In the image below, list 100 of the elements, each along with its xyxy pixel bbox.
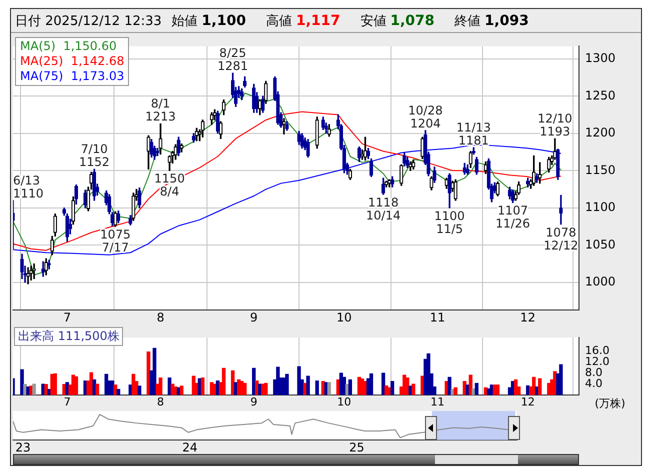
candlestick: [406, 156, 410, 168]
candlestick: [200, 120, 204, 138]
bar: [412, 384, 416, 395]
candlestick: [192, 133, 196, 143]
candlestick: [321, 116, 325, 130]
candlestick: [71, 196, 76, 225]
text: 安値: [360, 12, 386, 30]
x-tick-label: 9: [250, 310, 258, 324]
y-tick-label: 16.0: [585, 344, 610, 358]
x-tick-label: 10: [336, 310, 352, 324]
annotation: 8/1 1213: [145, 96, 176, 124]
candlestick: [547, 156, 551, 172]
annotation: 7/10 1152: [79, 142, 110, 170]
candlestick: [47, 260, 51, 270]
text: 始値: [172, 12, 198, 30]
candlestick: [92, 168, 96, 201]
candlestick: [430, 176, 434, 190]
candlestick: [315, 116, 319, 149]
text: MA(5) 1,150.60: [20, 39, 118, 54]
bar: [200, 377, 204, 395]
candlestick: [132, 192, 136, 221]
bar: [285, 374, 289, 395]
bar: [222, 368, 226, 395]
candlestick: [32, 263, 36, 280]
bar: [468, 374, 472, 395]
text: MA(25) 1,142.68: [20, 54, 124, 69]
annotation: 1118 10/14: [366, 195, 401, 222]
candlestick: [408, 161, 412, 171]
x-tick-label: 12: [520, 310, 536, 324]
candlestick: [158, 123, 162, 155]
text: 1,117: [296, 12, 340, 28]
bar: [146, 351, 150, 395]
candlestick: [474, 156, 478, 175]
candlestick: [400, 164, 404, 186]
annotation: 10/28 1204: [408, 103, 443, 130]
y-axis-title: (万株): [594, 397, 626, 410]
annotation: 1075 7/17: [100, 228, 131, 255]
bar: [170, 384, 174, 395]
bar: [180, 386, 184, 395]
candlestick: [218, 121, 223, 139]
chart-title: 日付 2025/12/12 12:33: [15, 12, 162, 30]
x-tick-label: 10: [337, 395, 352, 408]
y-tick-label: 12.0: [585, 355, 610, 368]
candlestick: [412, 160, 416, 170]
candlestick: [282, 118, 286, 134]
annotation: 6/13 1110: [12, 173, 44, 200]
bar: [390, 381, 394, 395]
x-tick-label: 9: [250, 395, 258, 408]
candlestick: [138, 187, 142, 208]
candlestick: [156, 148, 160, 156]
candlestick: [74, 184, 78, 205]
candlestick: [128, 215, 132, 226]
bar: [426, 353, 430, 395]
candlestick: [116, 210, 120, 224]
candlestick: [327, 124, 331, 137]
x-tick-label: 7: [64, 395, 71, 408]
y-tick-label: 4.0: [585, 376, 602, 390]
candlestick: [472, 147, 476, 155]
text: 1,078: [390, 12, 435, 28]
bar: [327, 382, 331, 395]
candlestick: [496, 181, 500, 196]
candlestick: [559, 194, 563, 225]
bar: [74, 376, 78, 395]
bar: [53, 373, 57, 395]
bar: [174, 386, 178, 395]
text: 1,100: [202, 12, 246, 28]
candlestick: [20, 254, 24, 280]
x-tick-label: 25: [349, 440, 364, 454]
bar: [306, 376, 310, 395]
bar: [138, 386, 142, 395]
annotation: 1107 11/26: [495, 204, 530, 231]
bar: [168, 377, 172, 395]
annotation: 11/13 1181: [456, 120, 491, 148]
bar: [152, 348, 156, 395]
candlestick: [285, 121, 289, 131]
text: 1,093: [484, 12, 529, 28]
candlestick: [468, 150, 472, 168]
candlestick: [363, 136, 368, 161]
text: 終値: [454, 12, 481, 30]
candlestick: [146, 135, 150, 170]
bar: [448, 376, 452, 395]
bar: [276, 366, 280, 395]
chart-title: 出来高 111,500株: [14, 327, 124, 346]
bar: [95, 384, 100, 395]
annotation: 1078 12/12: [544, 225, 578, 252]
candlestick: [432, 166, 436, 183]
y-tick-label: 1200: [585, 126, 616, 140]
bar: [20, 369, 24, 395]
bar: [264, 382, 268, 395]
candlestick: [264, 80, 268, 104]
bar: [496, 384, 500, 395]
text: 高値: [266, 12, 292, 30]
candlestick: [510, 190, 515, 204]
candlestick: [454, 179, 458, 201]
x-tick-label: 8: [157, 395, 164, 408]
bar: [315, 380, 319, 395]
x-tick-label: 8: [156, 310, 164, 324]
bar: [559, 364, 563, 395]
y-tick-label: 1150: [585, 162, 616, 177]
bar: [116, 388, 120, 395]
